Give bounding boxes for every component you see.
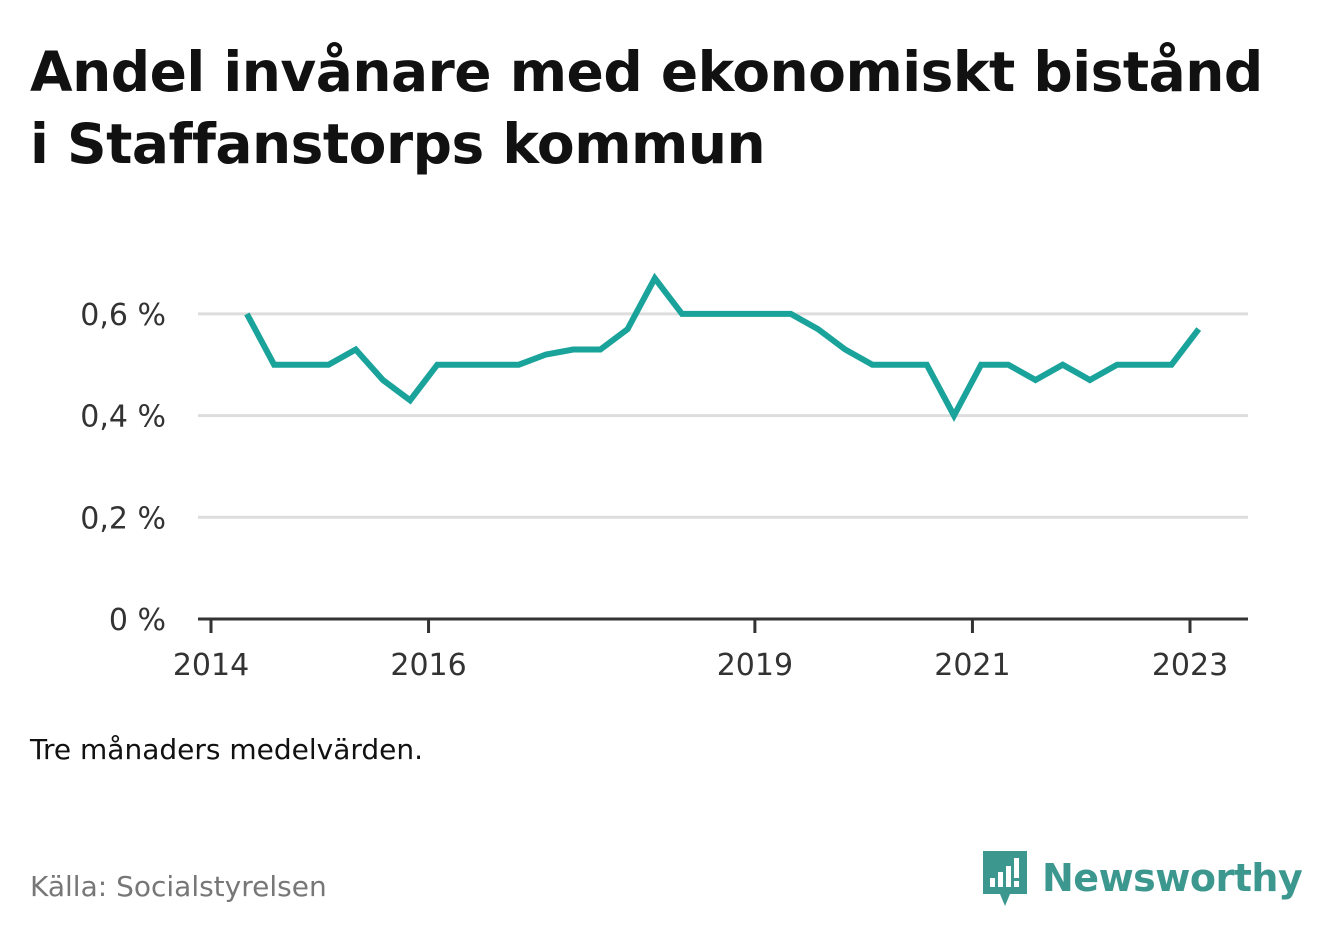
gridlines [198,312,1248,519]
newsworthy-logo-icon [983,851,1027,906]
y-axis-tick-labels: 0 % 0,2 % 0,4 % 0,6 % [80,298,166,638]
chart-note: Tre månaders medelvärden. [30,733,424,766]
x-tick-label: 2021 [934,648,1010,683]
x-tick-label: 2016 [390,648,466,683]
series-line [244,272,1202,422]
brand-name: Newsworthy [1042,856,1303,900]
series-layer [244,272,1202,422]
x-axis-ticks: 2014 2016 2019 2021 2023 [173,619,1228,683]
source-label: Källa: Socialstyrelsen [30,870,327,903]
y-tick-label: 0 % [109,603,166,638]
chart-title: Andel invånare med ekonomiskt bistånd i … [30,40,1263,176]
y-tick-label: 0,4 % [80,400,166,435]
line-chart: 0 % 0,2 % 0,4 % 0,6 % 2014 2016 2019 2021 2023 [80,272,1248,683]
x-tick-label: 2019 [717,648,793,683]
y-tick-label: 0,6 % [80,298,166,333]
x-tick-label: 2023 [1152,648,1228,683]
brand-logo: Newsworthy [980,848,1303,908]
y-tick-label: 0,2 % [80,501,166,536]
x-tick-label: 2014 [173,648,249,683]
